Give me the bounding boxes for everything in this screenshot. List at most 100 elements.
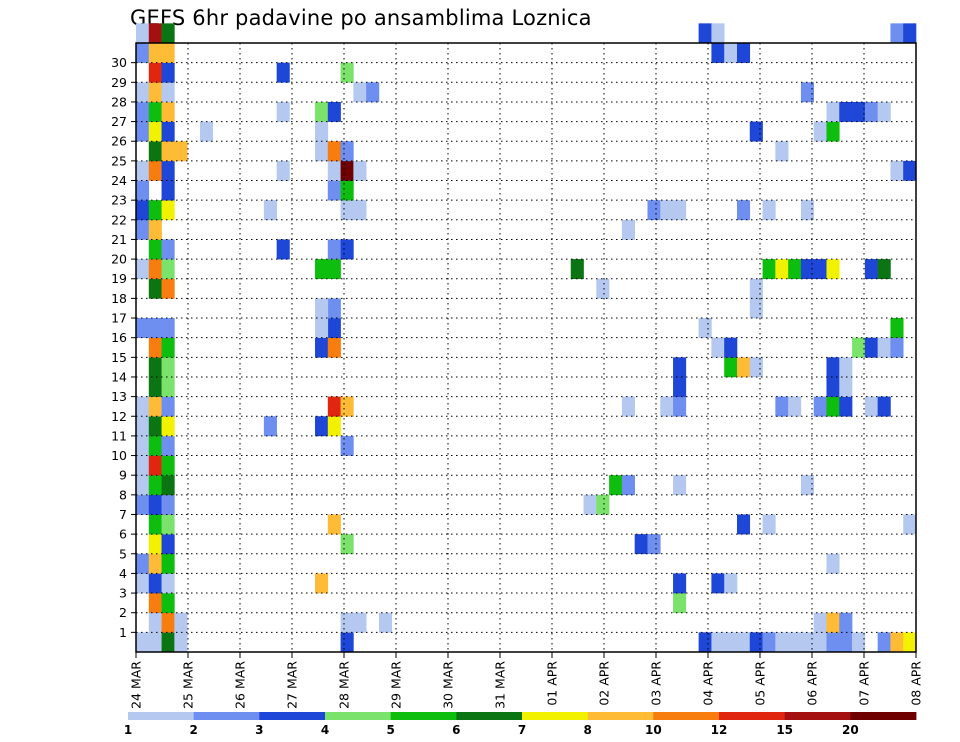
x-tick-label: 03 APR [649, 661, 664, 706]
heatmap-cell [148, 219, 162, 240]
legend-label: 1 [124, 723, 132, 737]
heatmap-cell [775, 396, 789, 417]
heatmap-cell [161, 337, 175, 358]
y-tick-label: 2 [119, 605, 127, 620]
y-tick-label: 11 [111, 428, 127, 443]
heatmap-cell [148, 337, 162, 358]
heatmap-cell [775, 259, 789, 280]
heatmap-cell [148, 416, 162, 437]
heatmap-cell [174, 612, 188, 633]
heatmap-cell [673, 593, 687, 614]
heatmap-cell [136, 160, 150, 181]
legend-swatch [522, 712, 589, 720]
heatmap-cell [711, 23, 725, 44]
heatmap-cell [136, 82, 150, 103]
x-axis: 24 MAR 25 MAR 26 MAR 27 MAR 28 MAR 29 MAR 30 M… [129, 652, 924, 709]
heatmap-cell [148, 593, 162, 614]
heatmap-cell [903, 160, 917, 181]
heatmap-cell [148, 23, 162, 44]
y-tick-label: 5 [119, 546, 127, 561]
heatmap-cell [736, 200, 751, 221]
legend-label: 6 [452, 723, 460, 737]
heatmap-cell [136, 219, 150, 240]
heatmap-cell [800, 475, 815, 496]
heatmap-cell [161, 141, 175, 162]
heatmap-cell [736, 357, 751, 378]
heatmap-cell [813, 396, 827, 417]
heatmap-cell [366, 82, 380, 103]
legend-label: 5 [386, 723, 394, 737]
heatmap-cell [136, 121, 150, 142]
y-tick-label: 17 [111, 311, 127, 326]
heatmap-cell [762, 632, 776, 653]
heatmap-cell [340, 180, 354, 201]
heatmap-cell [826, 376, 840, 397]
heatmap-cell [136, 475, 150, 496]
legend-swatch [587, 712, 654, 720]
x-tick-label: 27 MAR [285, 661, 300, 709]
x-tick-label: 02 APR [597, 661, 612, 706]
x-tick-label: 26 MAR [233, 661, 248, 709]
heatmap-cell [148, 494, 162, 515]
heatmap-cell [711, 632, 725, 653]
heatmap-cell [315, 141, 329, 162]
heatmap-cell [711, 43, 725, 63]
heatmap-cell [353, 160, 367, 181]
heatmap-cell [813, 612, 827, 633]
legend-label: 8 [583, 723, 591, 737]
heatmap-cell [800, 259, 815, 280]
heatmap-cell [596, 278, 610, 299]
heatmap-cell [327, 514, 341, 535]
heatmap-cell [788, 632, 802, 653]
heatmap-cell [148, 259, 162, 280]
y-tick-label: 8 [119, 487, 127, 502]
heatmap-cell [609, 475, 623, 496]
y-tick-label: 10 [111, 448, 127, 463]
heatmap-cell [877, 101, 891, 122]
heatmap-cell [890, 632, 904, 653]
heatmap-cell [724, 357, 738, 378]
heatmap-cell [161, 475, 175, 496]
legend-swatch [390, 712, 457, 720]
heatmap-cell [826, 101, 840, 122]
heatmap-cell [148, 376, 162, 397]
heatmap-cell [800, 82, 815, 103]
heatmap-cell [161, 62, 175, 83]
heatmap-cell [315, 337, 329, 358]
y-tick-label: 12 [111, 409, 127, 424]
y-tick-label: 13 [111, 389, 127, 404]
heatmap-cell [136, 632, 150, 653]
heatmap-cell [315, 318, 329, 338]
heatmap-cell [148, 475, 162, 496]
heatmap-cell [762, 514, 776, 535]
heatmap-cell [903, 23, 917, 44]
y-tick-label: 21 [111, 232, 127, 247]
heatmap-cell [340, 200, 354, 221]
y-tick-label: 15 [111, 350, 127, 365]
heatmap-cell [148, 62, 162, 83]
heatmap-cell [161, 121, 175, 142]
heatmap-cell [570, 259, 584, 280]
heatmap-cell [327, 416, 341, 437]
heatmap-cell [161, 593, 175, 614]
heatmap-cell [839, 357, 853, 378]
x-tick-label: 01 APR [545, 661, 560, 706]
heatmap-cell [839, 101, 853, 122]
heatmap-cell [136, 259, 150, 280]
heatmap-cell [136, 23, 150, 44]
heatmap-cell [327, 337, 341, 358]
heatmap-cell [724, 632, 738, 653]
heatmap-cell [148, 318, 162, 338]
heatmap-cell [136, 553, 150, 574]
y-tick-label: 3 [119, 586, 127, 601]
heatmap-cell [148, 121, 162, 142]
heatmap-cell [864, 396, 878, 417]
heatmap-cell [353, 200, 367, 221]
heatmap-cell [826, 553, 840, 574]
heatmap-cell [327, 298, 341, 319]
heatmap-cell [136, 573, 150, 594]
heatmap-cell [136, 396, 150, 417]
heatmap-cell [736, 632, 751, 653]
heatmap-cell [276, 101, 290, 122]
